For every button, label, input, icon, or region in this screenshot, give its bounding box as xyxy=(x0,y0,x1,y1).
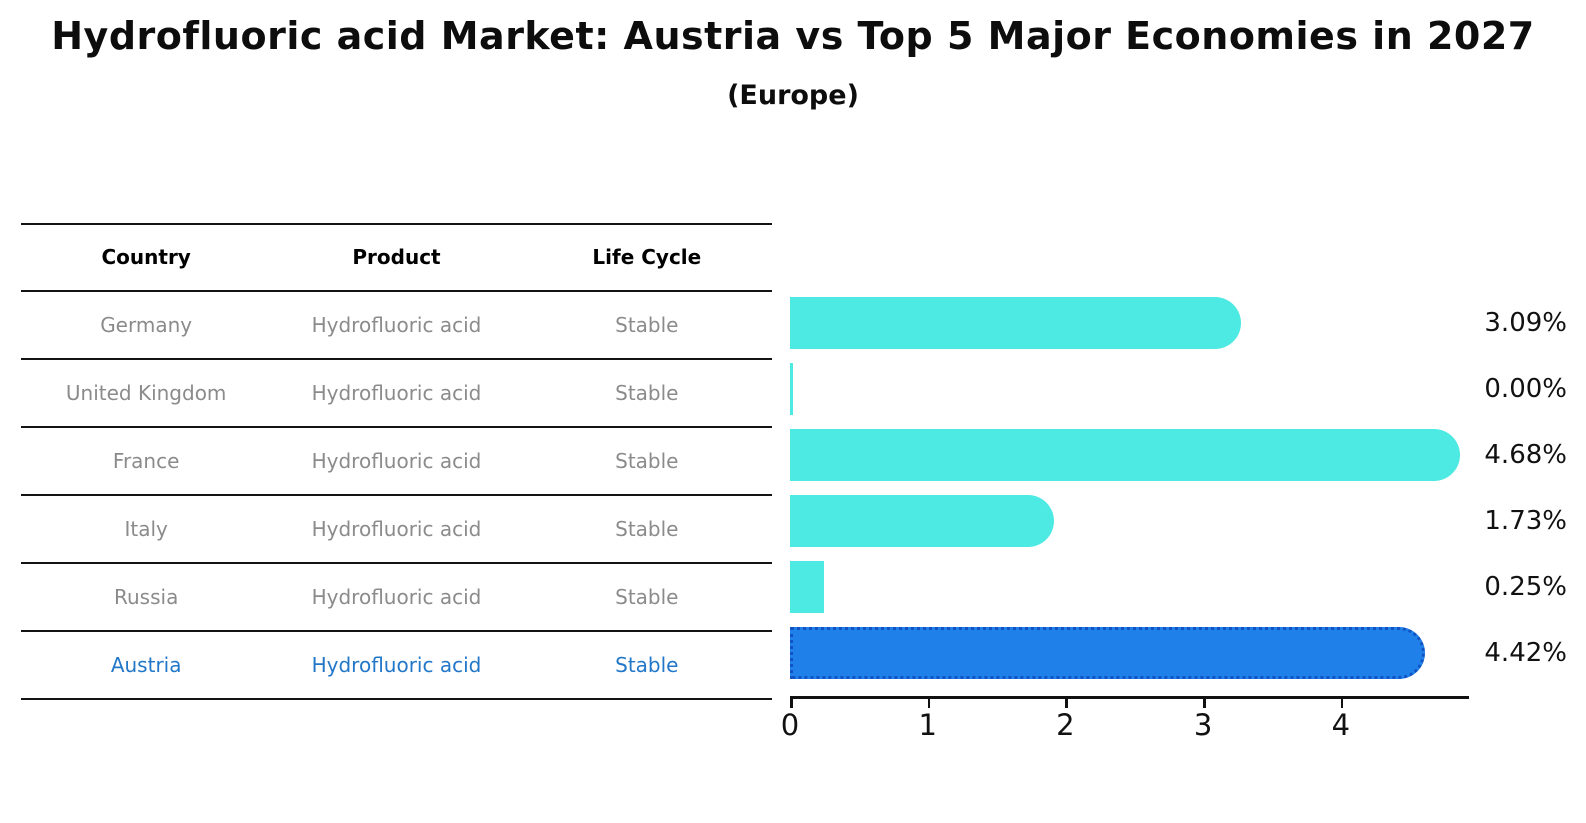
cell-product: Hydrofluoric acid xyxy=(311,449,482,473)
cell-product: Hydrofluoric acid xyxy=(311,517,482,541)
bar-france xyxy=(790,429,1461,481)
cell-product: Hydrofluoric acid xyxy=(311,313,482,337)
cell-country: Russia xyxy=(114,585,179,609)
x-axis-line xyxy=(790,696,1469,699)
value-label-italy: 1.73% xyxy=(1484,506,1567,536)
table-row-russia: Russia Hydrofluoric acid Stable xyxy=(21,564,772,632)
cell-lifecycle: Stable xyxy=(615,381,679,405)
cell-country: France xyxy=(112,449,180,473)
bar-chart: 3.09% 0.00% 4.68% 1.73% 0.25% 4.42% xyxy=(790,290,1567,686)
cell-product: Hydrofluoric acid xyxy=(311,381,482,405)
bar-row-italy: 1.73% xyxy=(790,488,1567,554)
bar-germany xyxy=(790,297,1242,349)
bar-row-austria: 4.42% xyxy=(790,620,1567,686)
table-row-austria: Austria Hydrofluoric acid Stable xyxy=(21,632,772,700)
x-axis-tick-label: 2 xyxy=(1056,708,1075,742)
x-axis-tick-label: 0 xyxy=(780,708,800,742)
column-header-product: Product xyxy=(352,245,441,269)
cell-lifecycle: Stable xyxy=(615,585,679,609)
column-header-country: Country xyxy=(101,245,191,269)
x-axis-tick-label: 3 xyxy=(1193,708,1213,742)
cell-lifecycle: Stable xyxy=(615,653,679,677)
bar-row-france: 4.68% xyxy=(790,422,1567,488)
page-title: Hydrofluoric acid Market: Austria vs Top… xyxy=(51,14,1535,58)
value-label-germany: 3.09% xyxy=(1484,308,1567,338)
bar-russia xyxy=(790,561,825,613)
cell-lifecycle: Stable xyxy=(615,517,679,541)
cell-product: Hydrofluoric acid xyxy=(311,653,482,677)
cell-country: Italy xyxy=(124,517,168,541)
table-row-germany: Germany Hydrofluoric acid Stable xyxy=(21,292,772,360)
table-row-france: France Hydrofluoric acid Stable xyxy=(21,428,772,496)
cell-product: Hydrofluoric acid xyxy=(311,585,482,609)
bar-row-russia: 0.25% xyxy=(790,554,1567,620)
cell-country: United Kingdom xyxy=(65,381,227,405)
table-row-italy: Italy Hydrofluoric acid Stable xyxy=(21,496,772,564)
x-axis-tick xyxy=(1340,699,1344,708)
bar-austria xyxy=(790,627,1425,679)
x-axis-tick xyxy=(927,699,931,708)
x-axis-tick-label: 1 xyxy=(918,708,937,742)
cell-lifecycle: Stable xyxy=(615,313,679,337)
table-row-united-kingdom: United Kingdom Hydrofluoric acid Stable xyxy=(21,360,772,428)
x-axis-tick xyxy=(1203,699,1206,708)
cell-country: Germany xyxy=(100,313,193,337)
value-label-france: 4.68% xyxy=(1484,440,1567,470)
value-label-united-kingdom: 0.00% xyxy=(1484,374,1567,404)
x-axis-tick xyxy=(790,699,793,708)
value-label-austria: 4.42% xyxy=(1484,638,1567,668)
page-subtitle: (Europe) xyxy=(727,80,859,111)
value-label-russia: 0.25% xyxy=(1484,572,1567,602)
bar-row-germany: 3.09% xyxy=(790,290,1567,356)
x-axis-tick xyxy=(1065,699,1068,708)
bar-italy xyxy=(790,495,1055,547)
bar-united-kingdom xyxy=(790,363,793,415)
cell-country: Austria xyxy=(110,653,182,677)
bar-row-united-kingdom: 0.00% xyxy=(790,356,1567,422)
table-header-row: Country Product Life Cycle xyxy=(21,225,772,292)
column-header-lifecycle: Life Cycle xyxy=(592,245,702,269)
comparison-table: Country Product Life Cycle Germany Hydro… xyxy=(21,223,772,700)
cell-lifecycle: Stable xyxy=(615,449,679,473)
x-axis-tick-label: 4 xyxy=(1331,708,1351,742)
